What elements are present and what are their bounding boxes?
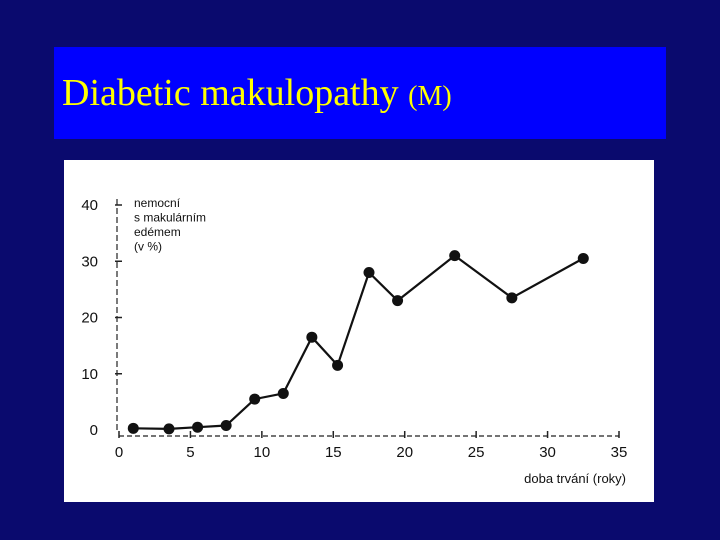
slide-title: Diabetic makulopathy (M) <box>62 71 452 115</box>
title-bar: Diabetic makulopathy (M) <box>54 47 666 139</box>
y-axis-label-line: nemocní <box>134 196 181 210</box>
x-tick-label: 10 <box>254 444 271 461</box>
y-tick-label: 20 <box>81 310 98 327</box>
x-tick-label: 35 <box>611 444 628 461</box>
y-tick-label: 30 <box>81 253 98 270</box>
data-point <box>306 331 318 343</box>
y-tick-label: 0 <box>90 422 98 439</box>
data-point <box>332 359 344 371</box>
data-point <box>506 292 518 304</box>
y-axis: 0 10 20 30 40 <box>81 197 122 439</box>
y-tick-label: 10 <box>81 366 98 383</box>
data-point <box>363 267 375 278</box>
y-axis-label-line: (v %) <box>134 240 162 254</box>
x-axis-label: doba trvání (roky) <box>524 471 626 486</box>
data-point <box>192 421 204 433</box>
data-point <box>449 250 461 262</box>
x-tick-label: 30 <box>539 444 556 461</box>
data-point <box>220 420 232 431</box>
data-point <box>277 387 289 399</box>
x-tick-label: 5 <box>186 444 194 461</box>
x-tick-label: 25 <box>468 444 485 461</box>
x-tick-label: 20 <box>396 444 413 461</box>
x-tick-label: 15 <box>325 444 342 461</box>
series-line <box>133 254 584 431</box>
data-point <box>392 295 404 307</box>
data-point <box>163 423 175 435</box>
x-tick-label: 0 <box>115 444 123 461</box>
data-point <box>127 422 139 434</box>
x-axis: 0 5 10 15 20 25 30 35 <box>115 431 628 461</box>
slide-title-main: Diabetic makulopathy <box>62 72 399 114</box>
slide-title-suffix: (M) <box>408 81 452 112</box>
data-point <box>577 252 589 264</box>
chart-panel: 0 10 20 30 40 0 5 10 15 20 25 30 35 nemocní s makulá… <box>64 160 654 502</box>
y-tick-label: 40 <box>81 197 98 214</box>
y-axis-label-line: s makulárním <box>134 211 206 225</box>
series-line-group <box>127 250 589 435</box>
y-axis-label-line: edémem <box>134 225 181 239</box>
data-point <box>249 393 261 405</box>
